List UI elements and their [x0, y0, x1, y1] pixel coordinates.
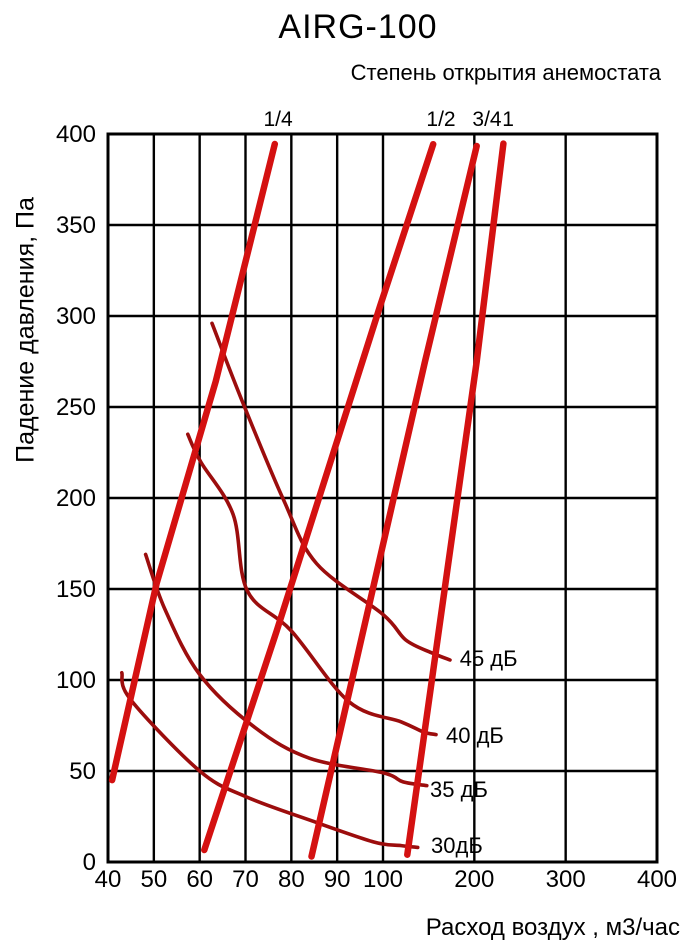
noise-curve: [143, 552, 429, 788]
x-tick-label: 200: [454, 866, 494, 893]
opening-curve: [201, 140, 437, 854]
noise-curve: [186, 432, 438, 737]
y-tick-label: 50: [69, 758, 96, 785]
x-tick-label: 400: [637, 866, 677, 893]
opening-curve-label: 3/4: [472, 108, 502, 131]
x-tick-label: 80: [278, 866, 305, 893]
x-tick-label: 50: [140, 866, 167, 893]
opening-curve: [404, 140, 507, 858]
x-tick-label: 90: [324, 866, 351, 893]
noise-curve-label: 45 дБ: [460, 646, 518, 671]
x-tick-label: 70: [232, 866, 259, 893]
x-tick-label: 40: [95, 866, 122, 893]
opening-curve-label: 1/4: [263, 108, 293, 131]
noise-curve-label: 30дБ: [431, 833, 483, 858]
opening-curve: [308, 142, 480, 860]
noise-curve: [120, 670, 420, 850]
y-tick-label: 350: [56, 212, 96, 239]
y-tick-label: 250: [56, 394, 96, 421]
x-axis-title: Расход воздух , м3/час: [425, 914, 680, 941]
noise-curve: [210, 321, 452, 662]
x-tick-label: 60: [186, 866, 213, 893]
noise-curve-label: 35 дБ: [430, 777, 488, 802]
opening-curve-label: 1: [502, 108, 514, 131]
y-tick-label: 300: [56, 303, 96, 330]
x-tick-label: 300: [546, 866, 586, 893]
plot-border: [106, 132, 659, 864]
y-tick-label: 400: [56, 121, 96, 148]
x-tick-label: 100: [363, 866, 403, 893]
opening-curve: [108, 140, 279, 784]
opening-degree-heading: Степень открытия анемостата: [350, 60, 661, 85]
y-tick-label: 100: [56, 667, 96, 694]
noise-curve-label: 40 дБ: [446, 723, 504, 748]
y-tick-label: 150: [56, 576, 96, 603]
opening-curve-label: 1/2: [426, 108, 455, 131]
y-tick-label: 0: [83, 849, 96, 876]
chart-title: AIRG-100: [278, 8, 438, 46]
y-tick-label: 200: [56, 485, 96, 512]
y-axis-title: Падение давления, Па: [11, 197, 40, 463]
